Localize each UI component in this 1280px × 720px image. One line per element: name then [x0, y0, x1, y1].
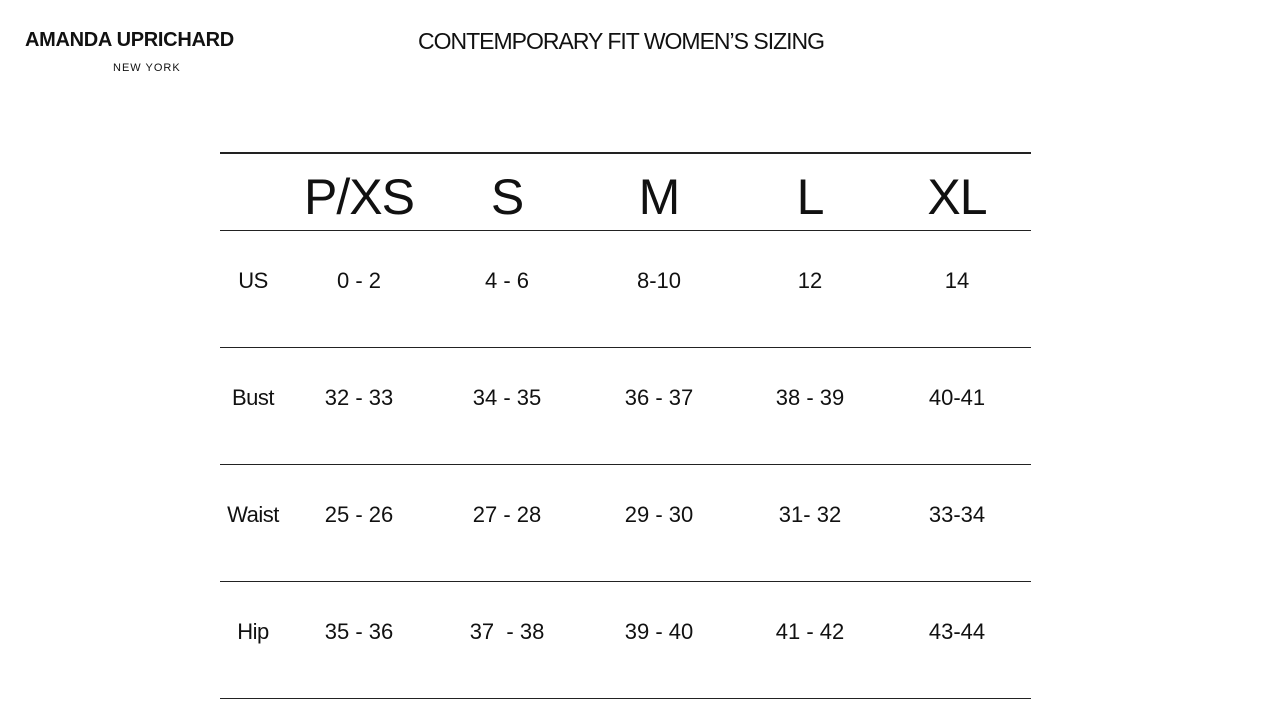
table-cell: 4 - 6 [484, 268, 530, 293]
table-cell: 34 - 35 [472, 385, 542, 410]
table-divider [220, 152, 1031, 154]
page-title: CONTEMPORARY FIT WOMEN’S SIZING [418, 28, 825, 54]
table-cell: 31- 32 [778, 502, 842, 527]
row-label: US [238, 268, 268, 293]
table-cell: 0 - 2 [336, 268, 382, 293]
table-divider [220, 230, 1031, 231]
table-divider [220, 698, 1031, 699]
brand-location: NEW YORK [113, 62, 181, 74]
table-cell: 38 - 39 [775, 385, 845, 410]
table-cell: 43-44 [928, 619, 986, 644]
size-header: S [490, 169, 524, 225]
size-header: L [796, 169, 825, 225]
size-header: M [638, 169, 681, 225]
table-cell: 29 - 30 [624, 502, 694, 527]
row-label: Bust [231, 385, 275, 410]
table-divider [220, 464, 1031, 465]
table-cell: 33-34 [928, 502, 986, 527]
size-header: P/XS [304, 169, 415, 225]
row-label: Waist [227, 502, 279, 527]
table-cell: 41 - 42 [775, 619, 845, 644]
table-cell: 35 - 36 [324, 619, 394, 644]
table-cell: 37 - 38 [469, 619, 545, 644]
row-label: Hip [237, 619, 269, 644]
table-cell: 32 - 33 [324, 385, 394, 410]
table-divider [220, 347, 1031, 348]
size-header: XL [927, 169, 987, 225]
table-cell: 14 [944, 268, 970, 293]
table-divider [220, 581, 1031, 582]
brand-logo: AMANDA UPRICHARD [25, 29, 234, 51]
table-cell: 27 - 28 [472, 502, 542, 527]
table-cell: 8-10 [636, 268, 682, 293]
table-cell: 39 - 40 [624, 619, 694, 644]
table-cell: 12 [797, 268, 823, 293]
table-cell: 36 - 37 [624, 385, 694, 410]
table-cell: 25 - 26 [324, 502, 394, 527]
table-cell: 40-41 [928, 385, 986, 410]
